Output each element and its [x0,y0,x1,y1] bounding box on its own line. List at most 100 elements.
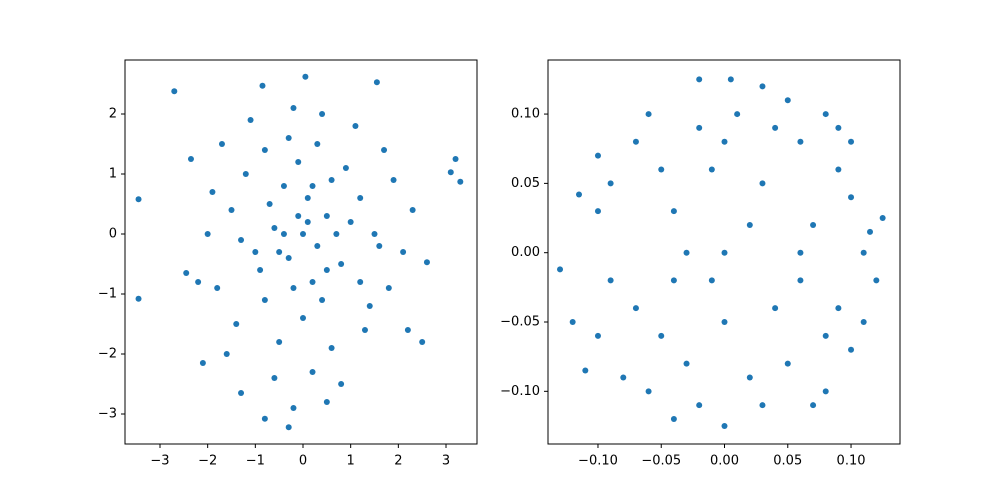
point [797,138,804,145]
point [670,208,677,215]
point [848,138,855,145]
point [835,166,842,173]
point [658,332,665,339]
point [848,194,855,201]
point [187,156,194,162]
point [199,360,206,366]
point [721,138,728,145]
point [390,177,397,183]
point [323,399,330,405]
point [632,305,639,312]
point [295,159,302,165]
point [457,178,464,185]
point [797,249,804,256]
point [784,360,791,367]
point [290,405,297,411]
point [319,297,326,303]
point [338,261,345,267]
point [867,228,874,235]
point [357,195,364,201]
x-tick-label: −1 [246,454,265,469]
x-tick-label: −2 [198,454,217,469]
point [247,117,254,123]
point [860,319,867,326]
point [385,285,392,291]
point [328,345,335,351]
y-tick-label: −1 [98,287,117,302]
y-tick-label: −3 [98,407,117,422]
point [835,124,842,131]
point [607,277,614,284]
point [696,76,703,83]
point [594,152,601,159]
point [409,207,416,213]
x-tick-label: −0.05 [641,454,681,469]
point [582,367,589,374]
point [848,346,855,353]
point [238,237,245,243]
x-tick-label: 0 [299,454,307,469]
point [670,277,677,284]
point [223,351,230,357]
point [361,327,368,333]
y-tick-label: 0.05 [511,176,540,191]
point [300,231,307,237]
point [810,402,817,409]
point [195,279,202,285]
point [302,73,309,80]
point [708,277,715,284]
point [759,402,766,409]
y-tick-label: −0.05 [500,315,540,330]
point [772,124,779,131]
point [280,231,287,237]
point [366,303,373,309]
x-tick-label: −3 [150,454,169,469]
point [209,189,216,195]
point [452,156,459,162]
point [314,243,321,249]
x-tick-label: 1 [347,454,355,469]
point [376,243,383,249]
point [347,219,354,225]
x-tick-label: 2 [394,454,402,469]
point [204,231,211,237]
point [373,79,380,86]
point [342,165,349,171]
point [285,424,292,431]
point [873,277,880,284]
point [333,231,340,237]
point [285,255,292,261]
point [135,196,142,203]
point [607,180,614,187]
point [860,249,867,256]
point [309,279,316,285]
point [290,105,297,111]
point [300,315,307,321]
point [835,305,842,312]
point [683,249,690,256]
point [295,213,302,219]
point [319,111,326,117]
point [822,388,829,395]
point [594,208,601,215]
point [285,135,292,141]
point [746,374,753,381]
x-tick-label: 0.00 [710,454,739,469]
point [632,138,639,145]
point [328,177,335,183]
point [261,147,268,153]
y-tick-label: 2 [109,107,117,122]
y-tick-label: 0.00 [511,245,540,260]
point [171,88,178,95]
point [645,388,652,395]
point [323,213,330,219]
point [271,225,278,231]
point [594,332,601,339]
y-tick-label: 1 [109,167,117,182]
point [304,195,311,201]
point [309,369,316,375]
point [670,416,677,423]
point [784,97,791,104]
point [233,321,240,327]
